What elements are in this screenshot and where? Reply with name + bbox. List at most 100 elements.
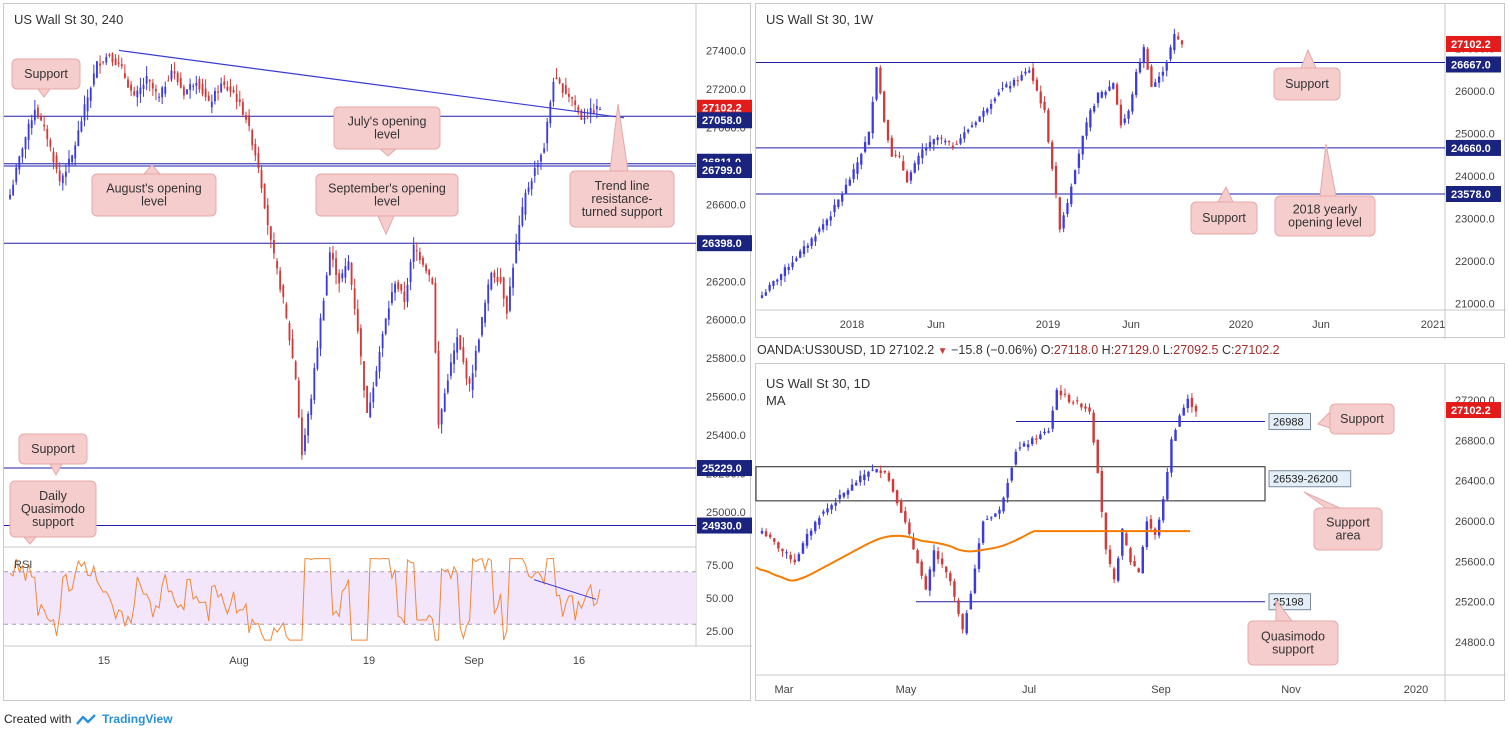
candle-body (837, 199, 840, 207)
candle-body (285, 304, 288, 319)
candle-body (1051, 142, 1054, 169)
candle-body (1194, 406, 1198, 412)
price-label-box (1446, 185, 1501, 202)
candle-body (273, 240, 275, 254)
candle-body (481, 317, 483, 336)
candle-body (173, 71, 176, 74)
candle-body (189, 84, 192, 90)
candle-body (829, 216, 832, 221)
candle-body (217, 91, 219, 93)
candle-body (905, 171, 909, 183)
ohlc-close: 27102.2 (1234, 343, 1280, 357)
candle-body (589, 108, 592, 115)
candle-body (768, 284, 771, 291)
candle-body (509, 286, 511, 311)
level-tag: 26988 (1273, 417, 1304, 429)
candle-body (515, 240, 518, 263)
callout-pointer (49, 463, 63, 477)
candle-body (577, 107, 580, 112)
candle-body (437, 350, 440, 425)
w1-chart-svg[interactable]: 27000.026000.025000.024000.023000.022000… (756, 4, 1506, 339)
candle-body (123, 73, 126, 79)
rsi-line (9, 557, 601, 641)
candle-body (220, 83, 223, 92)
candle-body (1085, 122, 1088, 136)
candle-body (1100, 91, 1103, 98)
h4-chart-svg[interactable]: 27400.027200.027000.026800.026600.026400… (4, 4, 752, 702)
price-label: 24660.0 (1451, 143, 1491, 155)
candle-body (139, 87, 142, 95)
candle-body (158, 96, 160, 98)
candle-body (977, 543, 981, 569)
y-tick-label: 25800.0 (706, 353, 746, 365)
price-label-box (697, 517, 752, 534)
candle-body (1058, 197, 1061, 230)
candle-body (1154, 82, 1157, 87)
candle-body (965, 613, 968, 634)
candle-body (997, 92, 1000, 95)
candle-body (959, 138, 962, 144)
d1-chart-svg[interactable]: 27200.026800.026400.026000.025600.025200… (755, 364, 1506, 702)
callout-pointer (37, 88, 51, 98)
w1-chart-panel[interactable]: 27000.026000.025000.024000.023000.022000… (755, 3, 1506, 339)
candle-body (297, 380, 300, 418)
candle-body (418, 252, 421, 260)
d1-chart-panel[interactable]: 27200.0 26800.0 26400.0 26000.0 25600.0 25200… (755, 363, 1506, 702)
candle-body (33, 109, 36, 121)
candle-body (477, 339, 480, 352)
y-tick-label: 26000.0 (1455, 86, 1495, 98)
candle-body (64, 171, 67, 177)
callout-pointer (1303, 491, 1341, 509)
candle-body (1047, 110, 1050, 142)
candle-body (425, 264, 428, 272)
h4-chart-panel[interactable]: 27400.027200.027000.026800.026600.026400… (3, 3, 752, 702)
candle-body (1173, 34, 1176, 51)
candle-body (459, 335, 462, 350)
candle-body (257, 153, 260, 169)
candle-body (375, 370, 378, 386)
y-tick-label: 26400.0 (1455, 476, 1495, 488)
callout-box (1247, 620, 1339, 666)
candle-body (204, 88, 207, 98)
candle-body (1022, 443, 1026, 447)
callout-text: Support (31, 442, 75, 456)
ma-series (755, 530, 1190, 582)
candle-body (384, 318, 387, 335)
candle-body (260, 169, 263, 189)
candle-body (9, 194, 11, 199)
candle-body (148, 79, 151, 82)
candle-body (117, 62, 120, 64)
candle-body (883, 470, 887, 473)
x-tick-label: 2019 (1036, 319, 1060, 331)
price-label: 26799.0 (702, 165, 742, 177)
candle-body (58, 170, 61, 182)
candle-body (254, 143, 257, 156)
price-label-box (697, 112, 752, 129)
x-tick-label: Aug (229, 655, 249, 667)
y-tick-label: 23000.0 (1455, 214, 1495, 226)
candle-body (852, 169, 855, 180)
candle-body (40, 116, 42, 121)
candle-body (15, 167, 18, 182)
candle-body (263, 184, 266, 209)
candle-body (474, 350, 477, 371)
callout-text: July's opening (348, 115, 427, 129)
candle-body (982, 110, 985, 117)
candle-body (502, 277, 505, 299)
candle-body (895, 490, 899, 504)
x-tick-label: Nov (1281, 684, 1301, 696)
x-tick-label: 2018 (840, 319, 864, 331)
candle-body (499, 276, 502, 283)
candle-body (1018, 447, 1022, 449)
candle-body (973, 568, 977, 593)
h4-candles (9, 52, 601, 460)
footer-brand[interactable]: TradingView (102, 712, 173, 726)
candle-body (908, 522, 911, 535)
y-tick-label: 24800.0 (1455, 637, 1495, 649)
callout-text: Support (1340, 412, 1384, 426)
candle-body (1009, 86, 1012, 89)
ohlc-low: 27092.5 (1173, 343, 1219, 357)
